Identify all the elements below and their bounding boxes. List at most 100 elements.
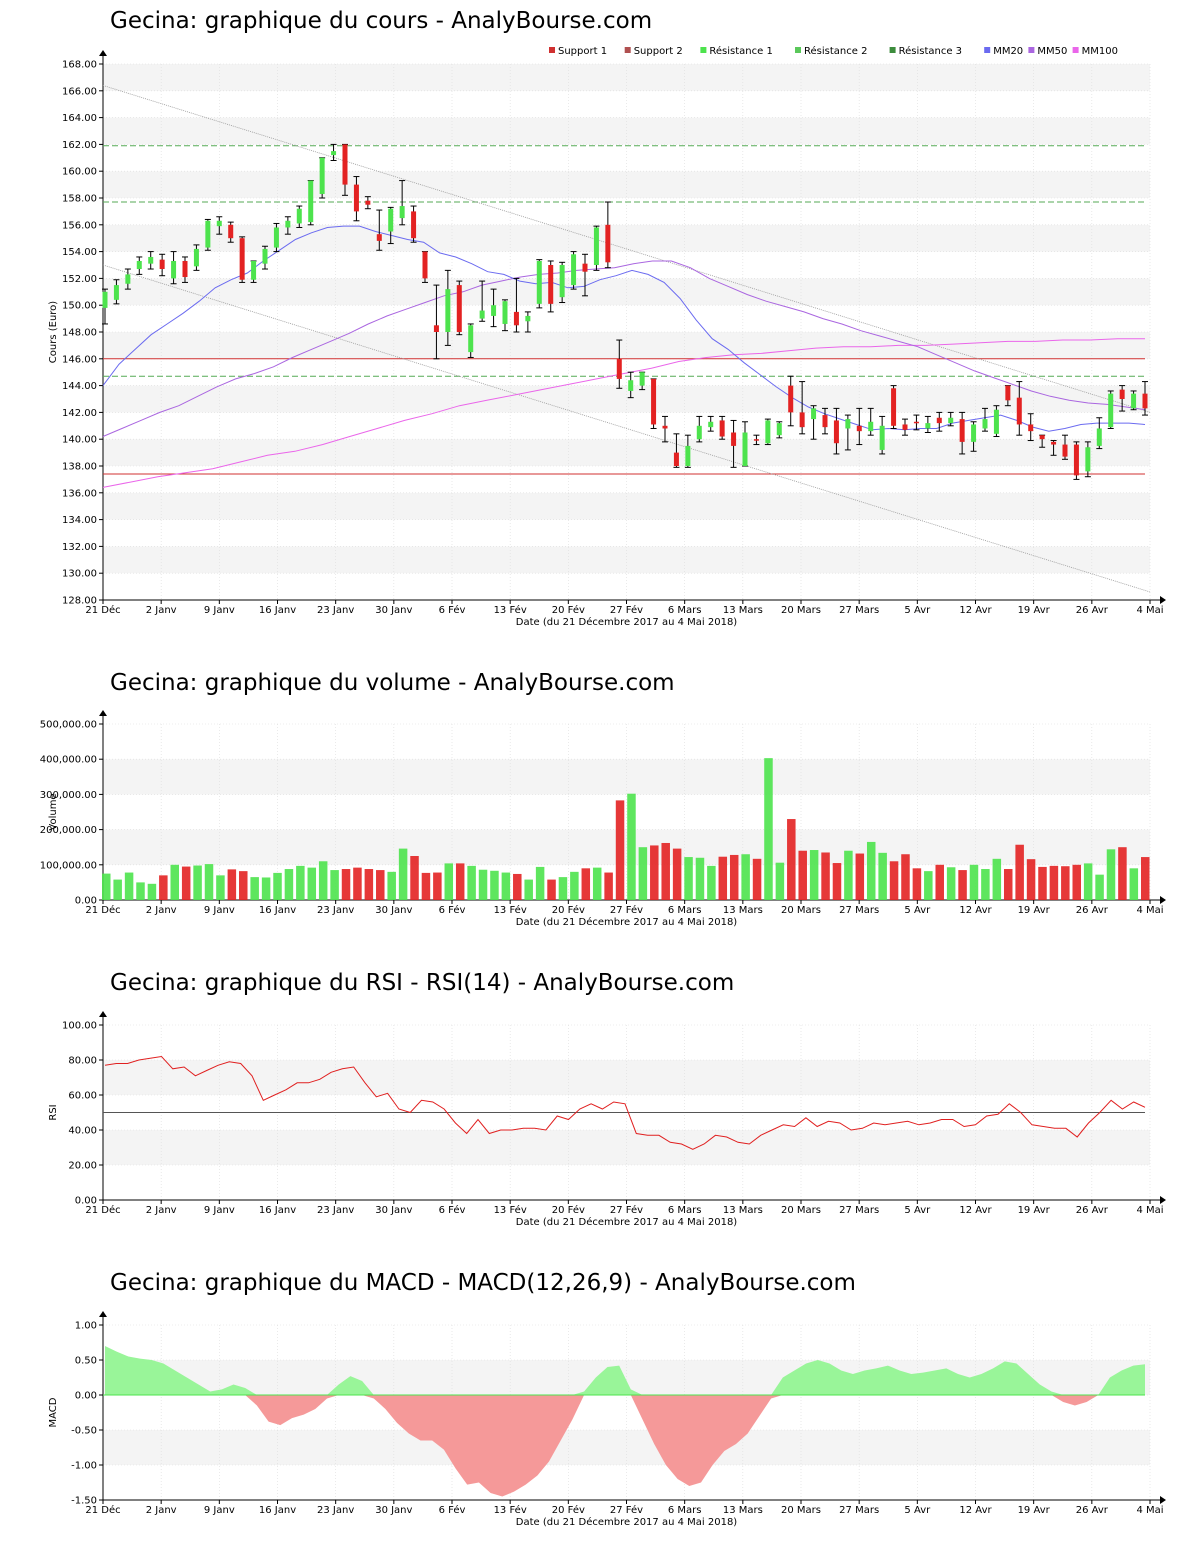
candle-body (1096, 428, 1102, 446)
volume-x-tick-label: 4 Mai (1136, 905, 1163, 916)
candle (330, 143, 337, 161)
price-panel: 128.00 130.00 132.00 134.00 136.00 138.00 140.… (48, 45, 1166, 628)
candle (136, 256, 143, 275)
volume-bar (684, 857, 693, 900)
rsi-line (104, 1055, 1146, 1150)
candle-body (959, 419, 965, 442)
candle-body (171, 260, 177, 279)
legend-swatch (795, 47, 801, 53)
macd-band (103, 1325, 1150, 1360)
candle (479, 280, 486, 322)
price-x-tick-label: 26 Avr (1076, 605, 1109, 616)
volume-bar (455, 863, 465, 900)
volume-panel: 0.00 100,000.00 200,000.00 300,000.00 400,00… (40, 710, 1166, 928)
macd-x-tick-label: 27 Mars (839, 1505, 879, 1516)
volume-x-tick-label: 12 Avr (959, 905, 992, 916)
candle (387, 206, 394, 245)
legend-item: Résistance 1 (709, 45, 772, 57)
candle-body (731, 432, 737, 446)
legend-item: Support 2 (634, 46, 683, 57)
candle-body (548, 265, 554, 304)
rsi-x-tick-label: 27 Fév (610, 1204, 643, 1216)
volume-bar (467, 865, 476, 900)
rsi-chart-title: Gecina: graphique du RSI - RSI(14) - Ana… (110, 970, 735, 996)
volume-bar (627, 793, 636, 900)
rsi-band (103, 1025, 1150, 1060)
candle (844, 414, 851, 451)
rsi-y-tick-label: 0.00 (75, 1196, 97, 1207)
candle-body (856, 425, 862, 432)
candle-body (193, 248, 199, 267)
rsi-band (103, 1165, 1150, 1200)
candle (193, 244, 200, 271)
price-x-tick-label: 2 Janv (146, 605, 177, 616)
price-y-tick-label: 154.00 (62, 247, 97, 258)
candle-body (251, 260, 257, 280)
volume-bar (592, 867, 602, 900)
candle-body (113, 285, 119, 300)
candle-body (228, 224, 234, 239)
macd-y-tick-label: 0.00 (75, 1391, 97, 1402)
legend-item: Support 1 (558, 46, 607, 57)
price-x-tick-label: 5 Avr (904, 605, 931, 616)
candle (616, 339, 623, 389)
candle (627, 371, 634, 399)
candle-body (639, 372, 645, 386)
macd-y-tick-label: -0.50 (71, 1426, 97, 1437)
legend-swatch (1072, 47, 1079, 53)
candle (399, 180, 406, 226)
rsi-x-tick-label: 20 Fév (552, 1204, 585, 1216)
volume-bar (764, 758, 773, 900)
price-band (103, 64, 1150, 91)
legend-swatch (624, 47, 631, 53)
candle (536, 259, 543, 309)
volume-bar (501, 872, 511, 900)
volume-bar (866, 841, 876, 900)
volume-bar (741, 854, 750, 900)
volume-y-tick-label: 300,000.00 (40, 790, 97, 801)
macd-x-tick-label: 6 Mars (668, 1505, 702, 1516)
volume-bar (729, 854, 739, 900)
volume-bar (410, 856, 419, 900)
candle-body (102, 291, 108, 308)
price-x-tick-label: 6 Fév (439, 604, 466, 616)
volume-bar (478, 869, 488, 900)
trend-lower-line (102, 264, 1151, 593)
trend-upper-line (102, 85, 1151, 413)
rsi-panel: 0.00 20.00 40.00 60.00 80.00 100.00 21 Déc 2 Ja… (48, 1011, 1166, 1228)
candle-body (1039, 435, 1045, 440)
volume-y-tick-label: 100,000.00 (40, 860, 97, 871)
macd-y-tick-label: -1.00 (71, 1461, 97, 1472)
volume-bar (136, 882, 145, 900)
volume-bar (227, 869, 237, 900)
rsi-band (103, 1060, 1150, 1095)
volume-bar (707, 865, 716, 900)
volume-x-tick-label: 16 Janv (259, 905, 296, 916)
volume-bar (844, 850, 853, 900)
candle (170, 251, 177, 285)
volume-bar (695, 857, 705, 900)
candle-body (879, 425, 885, 450)
candle (924, 415, 931, 433)
candle (707, 415, 714, 432)
rsi-x-axis-arrow (1160, 1196, 1166, 1204)
candle (250, 260, 257, 283)
volume-bar (958, 870, 967, 900)
candle (593, 225, 600, 271)
legend-swatch (549, 47, 555, 53)
legend-item: Résistance 2 (804, 45, 867, 57)
candle (124, 268, 131, 290)
macd-positive-area (105, 1346, 1145, 1395)
volume-chart-title: Gecina: graphique du volume - AnalyBours… (110, 670, 675, 696)
candle (764, 418, 771, 446)
candle (307, 180, 314, 226)
volume-y-axis-arrow (99, 710, 107, 716)
macd-x-tick-label: 23 Janv (317, 1505, 354, 1516)
candle-body (742, 432, 748, 466)
macd-x-tick-label: 4 Mai (1136, 1505, 1163, 1516)
volume-bar (798, 850, 807, 900)
candle (650, 378, 657, 429)
volume-x-tick-label: 23 Janv (317, 905, 354, 916)
macd-x-tick-label: 20 Mars (781, 1505, 821, 1516)
rsi-x-tick-label: 26 Avr (1076, 1205, 1109, 1216)
